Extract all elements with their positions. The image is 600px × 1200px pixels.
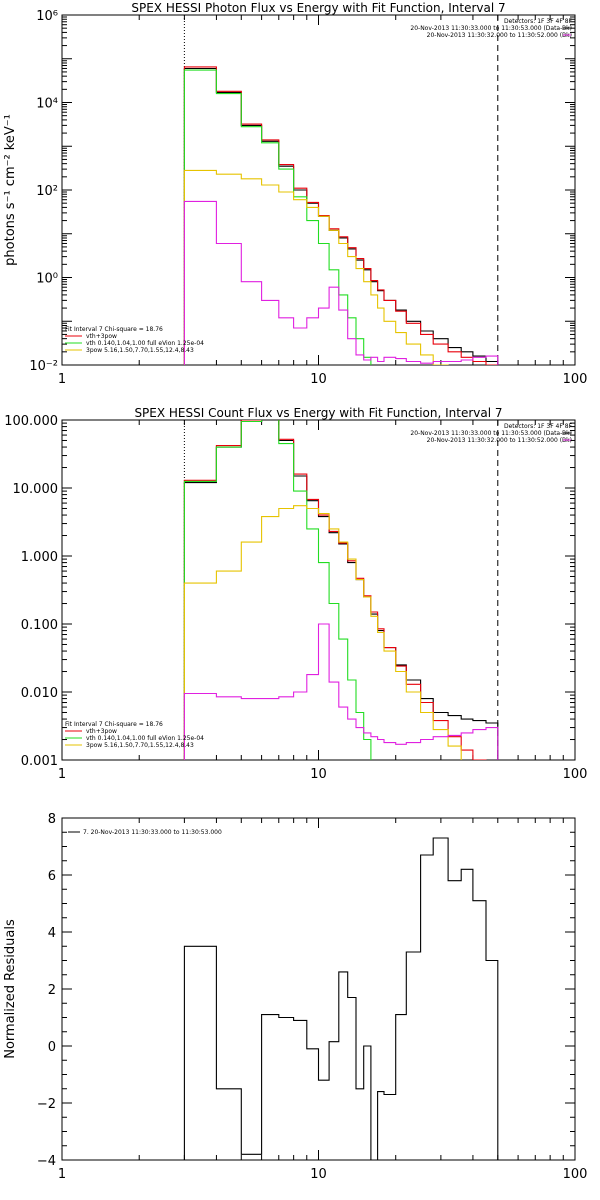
y-axis-label: photons s⁻¹ cm⁻² keV⁻¹ bbox=[3, 114, 18, 266]
y-tick-label: −2 bbox=[37, 1097, 56, 1112]
series-line-1 bbox=[183, 420, 499, 760]
y-tick-label: 2 bbox=[48, 983, 56, 998]
header-line: 20-Nov-2013 11:30:32.000 to 11:30:52.000… bbox=[427, 437, 572, 444]
fit-legend-entry: vth 0.140,1.04,1.00 full eVion 1.25e-04 bbox=[86, 735, 204, 742]
header-line: Detectors: 1F 3F 4F 8F bbox=[504, 423, 573, 430]
x-tick-label: 10 bbox=[310, 1167, 327, 1182]
y-tick-label: 10⁻² bbox=[29, 359, 58, 374]
series-group bbox=[183, 837, 499, 1160]
series-line-4 bbox=[183, 169, 499, 365]
x-tick-label: 1 bbox=[58, 372, 66, 387]
fit-legend-entry: vth+3pow bbox=[86, 333, 117, 340]
header-line: 20-Nov-2013 11:30:33.000 to 11:30:53.000… bbox=[410, 430, 572, 437]
fit-legend-entry: vth 0.140,1.04,1.00 full eVion 1.25e-04 bbox=[86, 340, 204, 347]
panel-1: 1 10 100 10⁻² 10⁰ 10² 10⁴ 10⁶ SPEX HESSI Photon … bbox=[3, 1, 587, 387]
series-group bbox=[183, 420, 499, 760]
fit-legend-title: Fit Interval 7 Chi-square = 18.76 bbox=[65, 326, 163, 333]
y-tick-label: 10² bbox=[36, 184, 58, 199]
chart-title: SPEX HESSI Photon Flux vs Energy with Fi… bbox=[131, 1, 505, 15]
x-tick-label: 1 bbox=[58, 1167, 66, 1182]
series-line-2 bbox=[183, 420, 499, 760]
x-tick-label: 100 bbox=[563, 767, 588, 782]
series-line-1 bbox=[183, 837, 499, 1160]
y-tick-label: 6 bbox=[48, 869, 56, 884]
series-line-4 bbox=[183, 505, 499, 760]
series-line-2 bbox=[183, 66, 498, 365]
series-line-1 bbox=[183, 67, 499, 365]
y-tick-label: 1.000 bbox=[21, 550, 58, 565]
x-tick-label: 10 bbox=[310, 767, 327, 782]
y-tick-label: 10⁴ bbox=[36, 97, 58, 112]
panel-3: 1 10 100 −4 −2 0 2 4 6 8 Normalized Residuals 7. 20… bbox=[3, 812, 587, 1182]
chart-title: SPEX HESSI Count Flux vs Energy with Fit… bbox=[134, 406, 502, 420]
y-tick-label: 10⁶ bbox=[36, 9, 58, 24]
y-tick-label: 10⁰ bbox=[36, 272, 58, 287]
y-tick-label: 100.000 bbox=[4, 414, 58, 429]
y-tick-label: 0.010 bbox=[21, 686, 58, 701]
header-line: 20-Nov-2013 11:30:33.000 to 11:30:53.000… bbox=[410, 25, 572, 32]
series-line-5 bbox=[183, 623, 499, 760]
y-tick-label: 4 bbox=[48, 926, 56, 941]
series-line-3 bbox=[183, 420, 499, 760]
x-tick-label: 1 bbox=[58, 767, 66, 782]
fit-legend-entry: vth+3pow bbox=[86, 728, 117, 735]
x-tick-label: 10 bbox=[310, 372, 327, 387]
header-line: Detectors: 1F 3F 4F 8F bbox=[504, 18, 573, 25]
fit-legend-entry: 3pow 5.16,1.50,7.70,1.55,12.4,8.43 bbox=[86, 347, 194, 354]
panel-2: 1 10 100 0.001 0.010 0.100 1.000 10.000 100.000 S… bbox=[4, 406, 587, 782]
fit-legend-title: Fit Interval 7 Chi-square = 18.76 bbox=[65, 721, 163, 728]
y-tick-label: 0.001 bbox=[21, 754, 58, 769]
y-tick-label: 10.000 bbox=[13, 482, 59, 497]
y-tick-label: −4 bbox=[37, 1154, 56, 1169]
series-line-5 bbox=[183, 200, 499, 365]
x-tick-label: 100 bbox=[563, 1167, 588, 1182]
y-tick-label: 0.100 bbox=[21, 618, 58, 633]
header-line: 20-Nov-2013 11:30:32.000 to 11:30:52.000… bbox=[427, 32, 572, 39]
series-group bbox=[183, 66, 499, 365]
series-line-3 bbox=[183, 69, 499, 365]
y-axis-label: Normalized Residuals bbox=[3, 919, 18, 1059]
x-tick-label: 100 bbox=[563, 372, 588, 387]
fit-legend-entry: 3pow 5.16,1.50,7.70,1.55,12.4,8.43 bbox=[86, 742, 194, 749]
y-tick-label: 0 bbox=[48, 1040, 56, 1055]
y-tick-label: 8 bbox=[48, 812, 56, 827]
residual-legend-label: 7. 20-Nov-2013 11:30:33.000 to 11:30:53.… bbox=[83, 829, 222, 836]
